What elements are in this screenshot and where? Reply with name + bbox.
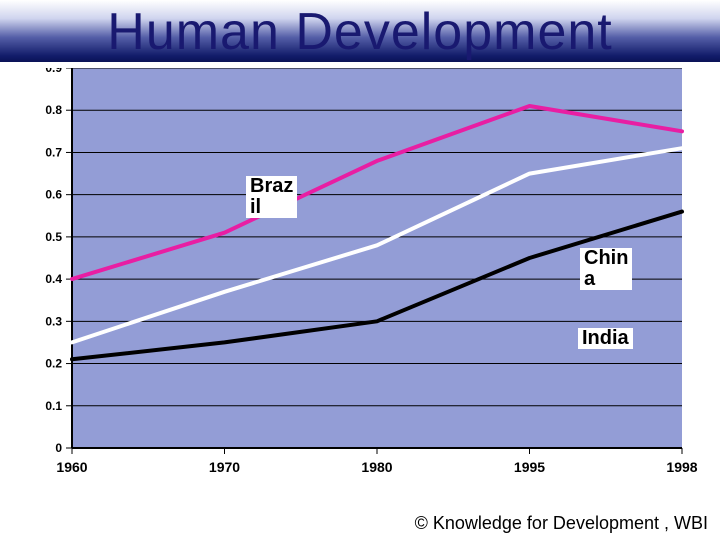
svg-text:0.6: 0.6 — [45, 188, 62, 202]
svg-text:0: 0 — [55, 441, 62, 455]
svg-text:0.9: 0.9 — [45, 68, 62, 75]
svg-text:0.2: 0.2 — [45, 357, 62, 371]
svg-text:0.3: 0.3 — [45, 314, 62, 328]
slide: Human Development 0 0.1 0.2 0.3 0.4 0.5 0.6 0.7… — [0, 0, 720, 540]
series-label-india: India — [578, 328, 633, 349]
series-label-china: Chin a — [580, 248, 632, 290]
svg-text:0.5: 0.5 — [45, 230, 62, 244]
credit-text: © Knowledge for Development , WBI — [415, 513, 708, 534]
svg-text:1960: 1960 — [56, 459, 87, 475]
chart-container: 0 0.1 0.2 0.3 0.4 0.5 0.6 0.7 0.8 0.9 1960 1970 1980… — [18, 68, 702, 488]
svg-text:1995: 1995 — [514, 459, 545, 475]
svg-text:1998: 1998 — [666, 459, 697, 475]
svg-text:1980: 1980 — [361, 459, 392, 475]
svg-text:0.1: 0.1 — [45, 399, 62, 413]
svg-text:0.4: 0.4 — [45, 272, 62, 286]
svg-text:0.8: 0.8 — [45, 103, 62, 117]
svg-text:0.7: 0.7 — [45, 145, 62, 159]
page-title: Human Development — [0, 2, 720, 62]
svg-text:1970: 1970 — [209, 459, 240, 475]
series-label-brazil: Braz il — [246, 176, 297, 218]
